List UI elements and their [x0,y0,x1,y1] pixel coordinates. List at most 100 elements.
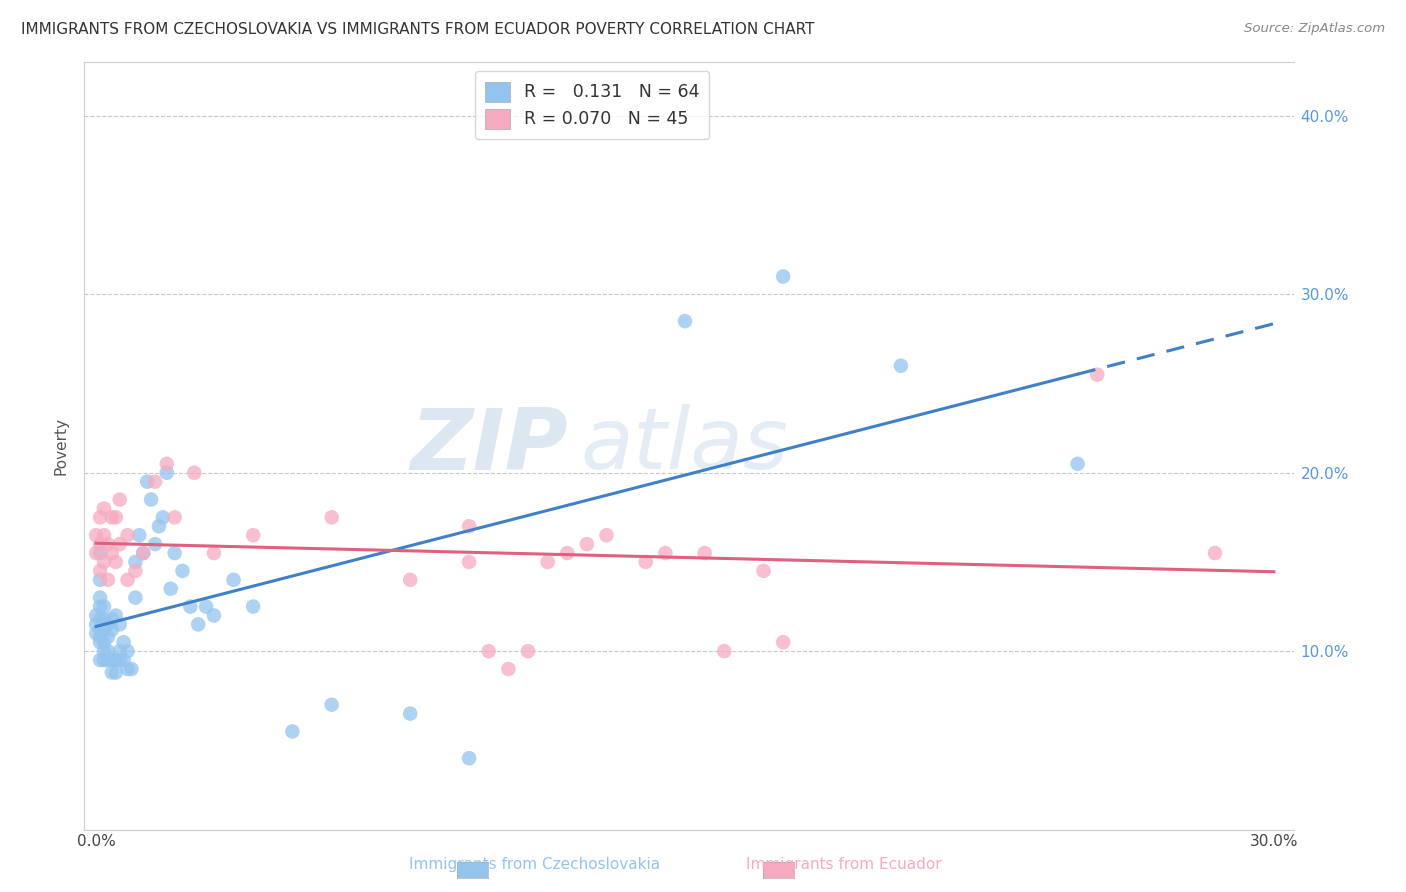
Point [132,546,155,560]
Point [772,635,794,649]
Point [132,546,155,560]
Point [84,528,107,542]
Point [89,537,111,551]
Point [163,510,186,524]
Point [89,546,111,560]
Point [187,617,209,632]
Point [242,528,264,542]
Point [104,665,127,680]
Point [399,573,422,587]
Point [163,546,186,560]
Point [97,617,120,632]
Point [93,555,115,569]
Point [108,492,131,507]
Point [595,528,617,542]
Point [752,564,775,578]
Point [693,546,716,560]
Text: Source: ZipAtlas.com: Source: ZipAtlas.com [1244,22,1385,36]
Point [89,630,111,644]
Point [97,630,120,644]
Point [97,537,120,551]
Point [517,644,540,658]
Point [128,528,150,542]
Point [93,653,115,667]
Point [89,573,111,587]
Text: Immigrants from Ecuador: Immigrants from Ecuador [745,857,942,872]
Point [97,644,120,658]
Point [108,644,131,658]
Point [183,466,205,480]
Point [108,617,131,632]
Point [104,653,127,667]
Point [89,612,111,626]
Point [458,555,481,569]
Point [143,475,166,489]
Point [713,644,735,658]
Point [89,599,111,614]
Point [1085,368,1108,382]
Point [117,662,139,676]
Point [172,564,194,578]
Point [101,546,124,560]
Point [93,612,115,626]
Point [89,564,111,578]
Point [101,653,124,667]
Point [101,623,124,637]
Point [634,555,657,569]
Point [654,546,676,560]
Point [84,608,107,623]
Point [202,546,225,560]
Point [536,555,558,569]
Point [555,546,578,560]
Point [179,599,201,614]
Point [89,653,111,667]
Point [772,269,794,284]
Point [156,457,179,471]
Point [478,644,501,658]
Point [673,314,696,328]
Point [97,653,120,667]
Point [93,501,115,516]
Point [399,706,422,721]
Point [458,519,481,533]
Point [1204,546,1226,560]
Point [93,644,115,658]
Text: IMMIGRANTS FROM CZECHOSLOVAKIA VS IMMIGRANTS FROM ECUADOR POVERTY CORRELATION CH: IMMIGRANTS FROM CZECHOSLOVAKIA VS IMMIGR… [21,22,814,37]
Point [84,626,107,640]
Point [890,359,912,373]
Point [321,698,343,712]
Point [104,510,127,524]
Point [458,751,481,765]
Point [89,591,111,605]
Point [124,591,146,605]
Point [101,665,124,680]
Point [117,573,139,587]
Point [112,635,135,649]
Point [148,519,170,533]
Point [242,599,264,614]
Point [121,662,143,676]
Point [101,612,124,626]
Point [89,635,111,649]
Point [575,537,598,551]
Point [89,510,111,524]
Text: atlas: atlas [581,404,789,488]
Text: Immigrants from Czechoslovakia: Immigrants from Czechoslovakia [409,857,659,872]
Point [84,617,107,632]
Point [152,510,174,524]
Point [498,662,520,676]
Point [93,528,115,542]
Point [195,599,218,614]
Point [321,510,343,524]
Point [93,635,115,649]
Point [202,608,225,623]
Point [112,653,135,667]
Y-axis label: Poverty: Poverty [53,417,69,475]
Point [93,623,115,637]
Point [1066,457,1088,471]
Point [156,466,179,480]
Point [222,573,245,587]
Point [159,582,181,596]
Point [89,623,111,637]
Point [84,546,107,560]
